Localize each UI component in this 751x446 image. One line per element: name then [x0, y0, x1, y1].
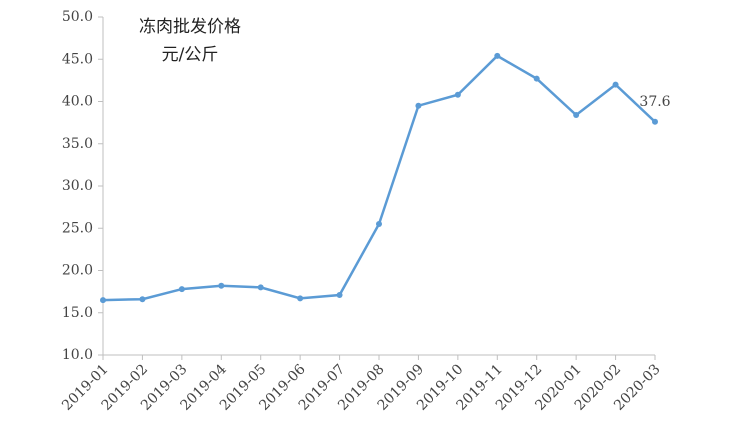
y-tick-label: 25.0: [62, 220, 93, 236]
point: [139, 296, 146, 303]
point: [573, 112, 580, 119]
y-tick-label: 30.0: [62, 178, 93, 194]
y-tick-label: 10.0: [62, 347, 93, 363]
point: [415, 102, 422, 109]
point: [178, 286, 185, 293]
point: [376, 221, 382, 228]
point: [533, 75, 540, 82]
point: [494, 52, 501, 59]
y-tick-label: 50.0: [62, 9, 93, 25]
y-tick-label: 40.0: [62, 94, 93, 110]
point: [100, 297, 106, 304]
chart-title: 冻肉批发价格: [139, 17, 241, 37]
point: [257, 284, 264, 291]
point: [454, 91, 461, 98]
y-tick-label: 20.0: [62, 263, 93, 279]
point: [297, 295, 304, 302]
chart-subtitle: 元/公斤: [162, 45, 219, 65]
point: [612, 81, 619, 88]
y-tick-label: 45.0: [62, 51, 93, 67]
data-label: 37.6: [639, 94, 670, 110]
point: [652, 118, 658, 125]
point: [336, 292, 343, 299]
line: [102, 54, 656, 302]
y-tick-label: 35.0: [62, 136, 93, 152]
point: [218, 282, 225, 289]
y-tick-label: 15.0: [62, 305, 93, 321]
